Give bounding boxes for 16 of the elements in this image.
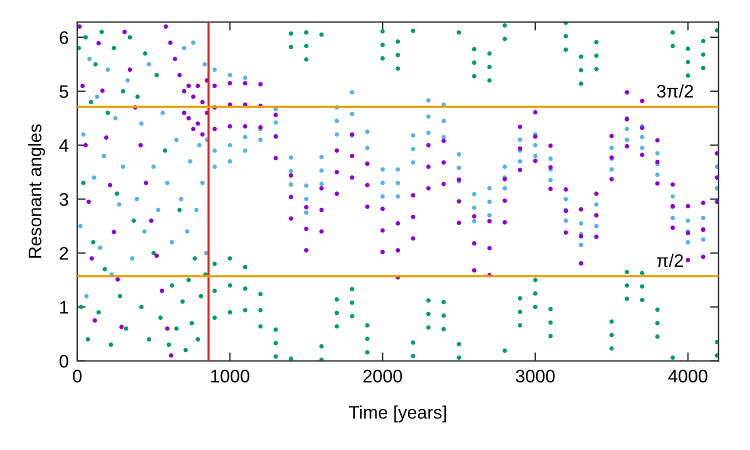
y-tick-label: 3 — [60, 193, 68, 206]
x-tick-label: 1000 — [211, 370, 250, 382]
y-tick-label: 6 — [60, 31, 68, 44]
x-tick-label: 0 — [72, 370, 82, 382]
y-tick-label: 5 — [60, 85, 68, 98]
x-tick-label: 3000 — [516, 370, 555, 382]
y-tick-label: 0 — [60, 354, 68, 368]
y-tick-label: 4 — [59, 139, 68, 152]
ref-line-label: π/2 — [656, 254, 683, 268]
y-tick-label: 2 — [60, 246, 68, 260]
x-tick-label: 4000 — [668, 370, 708, 382]
x-axis-title: Time [years] — [348, 406, 446, 422]
ref-line-label: 3π/2 — [656, 84, 693, 98]
y-axis-title: Resonant angles — [28, 124, 45, 258]
x-tick-label: 2000 — [363, 370, 402, 382]
y-tick-label: 1 — [60, 301, 68, 314]
